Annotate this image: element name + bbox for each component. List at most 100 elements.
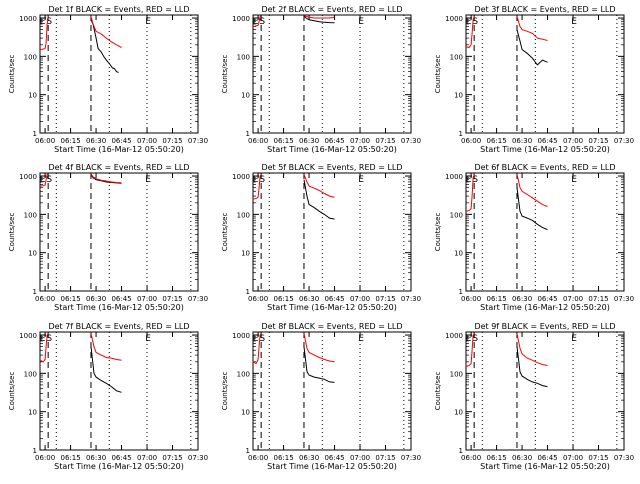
y-tick-label: 10 — [28, 92, 37, 100]
series-red-lld-line — [39, 173, 49, 187]
series-red-lld-line — [465, 174, 475, 212]
plot-frame — [39, 14, 199, 134]
chart-title: Det 2f BLACK = Events, RED = LLD — [261, 5, 402, 14]
x-tick-label: 07:30 — [188, 295, 208, 303]
x-axis-label: Start Time (16-Mar-12 05:50:20) — [54, 462, 184, 471]
marker-annotation: E — [466, 17, 472, 27]
y-tick-label: 100 — [450, 53, 463, 61]
y-axis-label: Counts/sec — [8, 55, 16, 94]
marker-annotation: E — [466, 175, 472, 185]
y-tick-label: 1 — [33, 288, 37, 296]
x-tick-label: 06:00 — [35, 454, 55, 462]
y-tick-label: 10 — [28, 409, 37, 417]
panel-9: Det 9f BLACK = Events, RED = LLD Counts/s… — [434, 322, 634, 471]
marker-annotation: E — [571, 17, 577, 27]
panel-6: Det 6f BLACK = Events, RED = LLD Counts/s… — [434, 163, 634, 312]
x-tick-label: 06:00 — [248, 295, 268, 303]
x-tick-label: 07:30 — [188, 454, 208, 462]
x-tick-label: 07:00 — [350, 295, 370, 303]
y-tick-label: 1000 — [19, 173, 37, 181]
y-tick-label: 1 — [246, 130, 250, 138]
panel-1: Det 1f BLACK = Events, RED = LLD Counts/s… — [8, 5, 208, 154]
chart-title: Det 8f BLACK = Events, RED = LLD — [261, 322, 402, 331]
x-tick-label: 07:00 — [563, 137, 583, 145]
x-tick-label: 06:30 — [86, 454, 106, 462]
x-tick-label: 07:15 — [162, 454, 182, 462]
chart-title: Det 4f BLACK = Events, RED = LLD — [48, 163, 189, 172]
series-red-lld-line — [516, 333, 548, 366]
x-tick-label: 07:00 — [563, 454, 583, 462]
x-tick-label: 06:45 — [537, 137, 557, 145]
x-tick-label: 07:30 — [401, 137, 421, 145]
marker-annotation: S — [46, 175, 52, 185]
marker-annotation: E — [253, 175, 259, 185]
series-red-lld-line — [39, 333, 49, 363]
series-red-lld-line — [90, 173, 122, 184]
marker-annotation: S — [472, 334, 478, 344]
x-tick-label: 07:30 — [614, 295, 634, 303]
x-tick-label: 07:00 — [563, 295, 583, 303]
y-tick-label: 10 — [28, 250, 37, 258]
chart-title: Det 6f BLACK = Events, RED = LLD — [474, 163, 615, 172]
y-tick-label: 10 — [454, 92, 463, 100]
marker-annotation: S — [46, 17, 52, 27]
y-axis-label: Counts/sec — [8, 372, 16, 411]
x-tick-label: 06:30 — [299, 295, 319, 303]
x-tick-label: 06:15 — [273, 295, 293, 303]
panel-2: Det 2f BLACK = Events, RED = LLD Counts/s… — [221, 5, 421, 154]
series-red-lld-line — [303, 174, 335, 198]
chart-title: Det 7f BLACK = Events, RED = LLD — [48, 322, 189, 331]
y-tick-label: 100 — [237, 211, 250, 219]
marker-annotation: E — [571, 334, 577, 344]
x-axis-label: Start Time (16-Mar-12 05:50:20) — [267, 303, 397, 312]
series-red-lld-line — [252, 174, 262, 200]
series-black-events-line — [90, 19, 119, 73]
plot-frame — [465, 14, 625, 134]
x-tick-label: 07:15 — [588, 295, 608, 303]
marker-annotation: E — [358, 175, 364, 185]
x-tick-label: 06:45 — [324, 454, 344, 462]
x-tick-label: 06:00 — [461, 454, 481, 462]
y-tick-label: 10 — [241, 250, 250, 258]
x-axis-label: Start Time (16-Mar-12 05:50:20) — [480, 145, 610, 154]
y-tick-label: 1 — [459, 447, 463, 455]
chart-title: Det 1f BLACK = Events, RED = LLD — [48, 5, 189, 14]
y-tick-label: 10 — [454, 409, 463, 417]
series-red-lld-line — [39, 16, 49, 51]
x-tick-label: 06:15 — [486, 137, 506, 145]
marker-annotation: S — [46, 334, 52, 344]
y-tick-label: 1000 — [232, 15, 250, 23]
y-tick-label: 1000 — [232, 173, 250, 181]
x-tick-label: 07:30 — [614, 137, 634, 145]
series-red-lld-line — [516, 16, 548, 41]
marker-annotation: S — [472, 175, 478, 185]
plot-frame — [252, 331, 412, 451]
series-black-events-line — [516, 187, 548, 231]
plot-frame — [39, 172, 199, 292]
x-tick-label: 07:30 — [401, 454, 421, 462]
y-tick-label: 1 — [246, 447, 250, 455]
x-tick-label: 07:00 — [350, 454, 370, 462]
y-tick-label: 10 — [454, 250, 463, 258]
y-tick-label: 1 — [246, 288, 250, 296]
series-red-lld-line — [252, 333, 262, 365]
y-tick-label: 1 — [33, 130, 37, 138]
y-tick-label: 1000 — [19, 332, 37, 340]
panel-8: Det 8f BLACK = Events, RED = LLD Counts/s… — [221, 322, 421, 471]
x-tick-label: 06:15 — [486, 454, 506, 462]
marker-annotation: S — [472, 17, 478, 27]
y-tick-label: 100 — [450, 370, 463, 378]
panel-4: Det 4f BLACK = Events, RED = LLD Counts/s… — [8, 163, 208, 312]
panel-5: Det 5f BLACK = Events, RED = LLD Counts/s… — [221, 163, 421, 312]
marker-annotation: E — [145, 175, 151, 185]
x-tick-label: 07:00 — [137, 454, 157, 462]
marker-annotation: E — [253, 17, 259, 27]
plot-frame — [252, 172, 412, 292]
x-tick-label: 07:15 — [162, 295, 182, 303]
y-tick-label: 1000 — [19, 15, 37, 23]
plot-frame — [39, 331, 199, 451]
y-axis-label: Counts/sec — [434, 55, 442, 94]
y-axis-label: Counts/sec — [221, 55, 229, 94]
y-tick-label: 100 — [24, 53, 37, 61]
x-tick-label: 06:00 — [35, 137, 55, 145]
